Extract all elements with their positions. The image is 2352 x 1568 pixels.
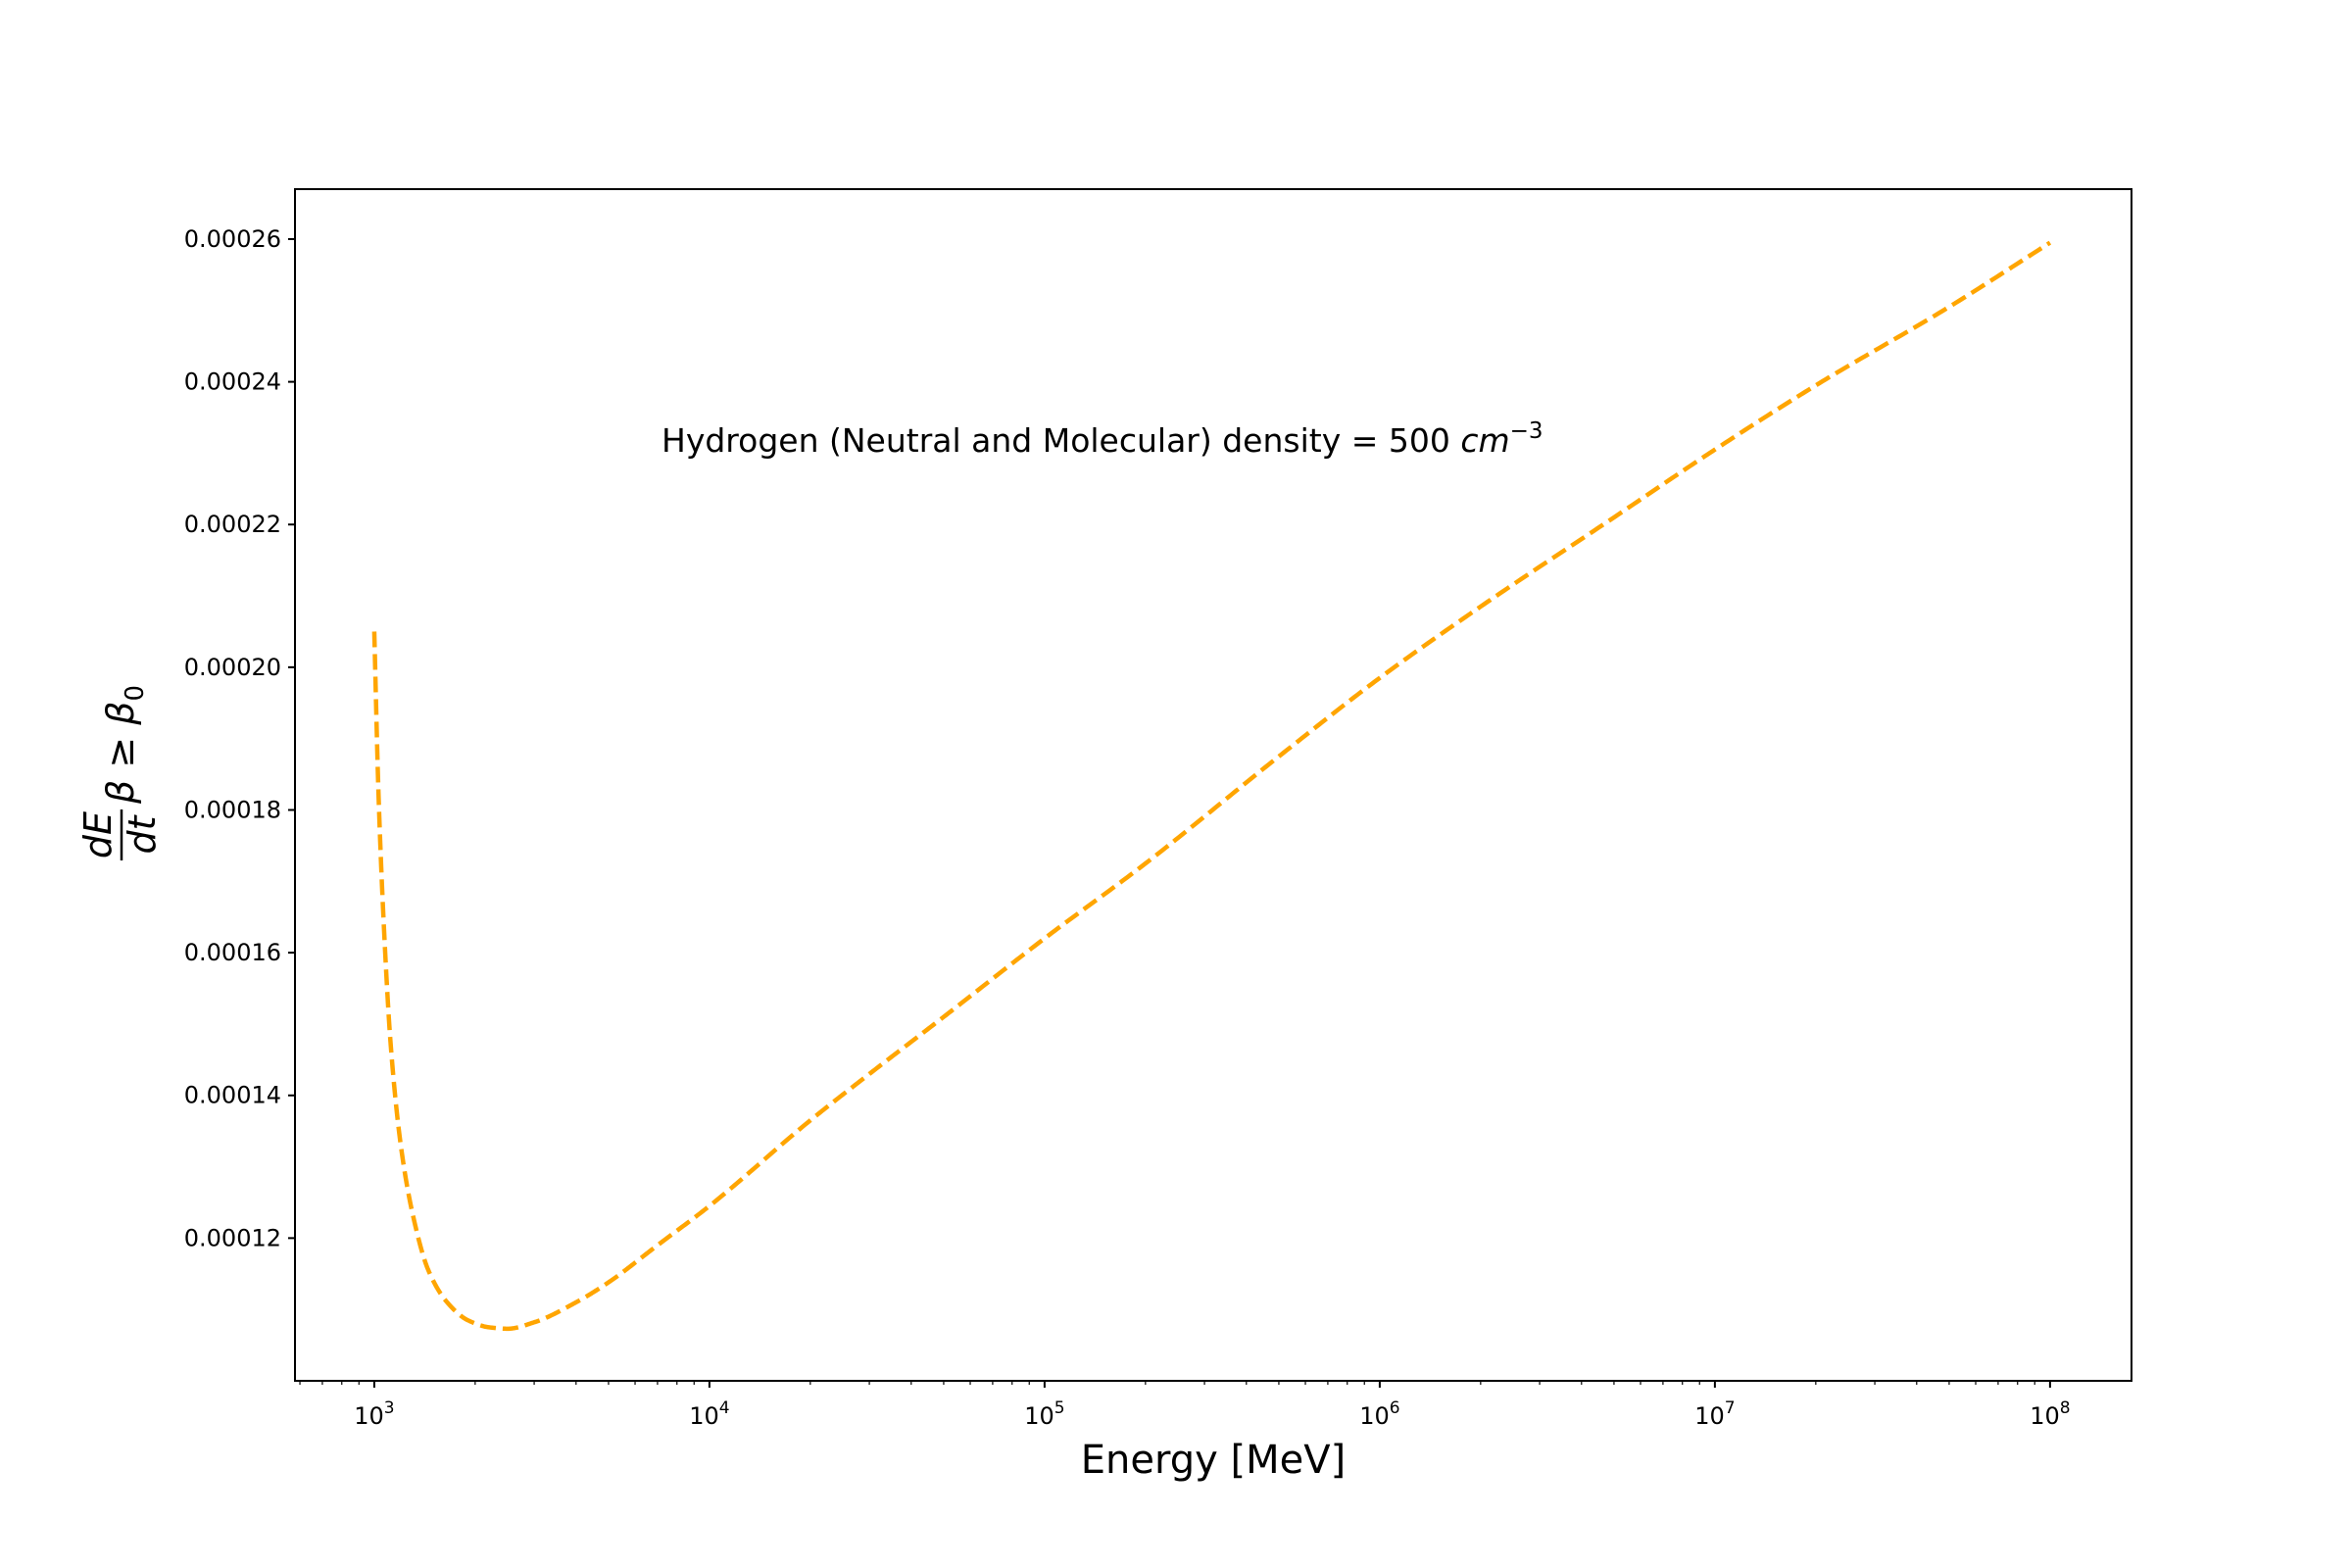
x-axis-label: Energy [MeV] — [1081, 1438, 1346, 1483]
x-tick-label-exp: 8 — [2060, 1398, 2071, 1418]
x-tick-label: 103 — [354, 1398, 394, 1430]
y-axis-ticks: 0.00012 0.00014 0.00016 0.00018 0.00020 0.000… — [184, 225, 295, 1251]
x-tick-label: 107 — [1694, 1398, 1735, 1430]
x-tick-label-base: 10 — [1024, 1402, 1054, 1430]
y-tick-label: 0.00012 — [184, 1224, 281, 1251]
x-axis-ticks: 103 104 105 106 107 108 — [354, 1381, 2071, 1430]
x-tick-label-exp: 7 — [1725, 1398, 1736, 1418]
y-tick-label: 0.00014 — [184, 1082, 281, 1109]
x-tick-label-base: 10 — [689, 1402, 719, 1430]
y-axis-label-suffix-main: β ≥ β — [99, 702, 142, 806]
x-tick-label-exp: 4 — [719, 1398, 730, 1418]
x-tick-label-exp: 6 — [1390, 1398, 1400, 1418]
annotation: Hydrogen (Neutral and Molecular) density… — [662, 418, 1544, 460]
y-tick-label: 0.00020 — [184, 654, 281, 681]
x-tick-label-base: 10 — [1359, 1402, 1390, 1430]
y-axis-label-suffix: β ≥ β0 — [99, 685, 150, 805]
plot-frame — [294, 188, 2132, 1382]
y-tick-label: 0.00022 — [184, 511, 281, 538]
x-tick-label-base: 10 — [2030, 1402, 2060, 1430]
x-tick-label-base: 10 — [354, 1402, 384, 1430]
annotation-text: Hydrogen (Neutral and Molecular) density… — [662, 421, 1460, 460]
x-axis-minor-ticks — [299, 1381, 2035, 1385]
y-axis-label-suffix-sub: 0 — [121, 685, 150, 702]
plot-area — [295, 189, 2132, 1381]
y-tick-label: 0.00016 — [184, 939, 281, 966]
x-tick-label: 108 — [2030, 1398, 2070, 1430]
x-tick-label: 106 — [1359, 1398, 1399, 1430]
series-group — [371, 240, 2052, 1332]
y-tick-label: 0.00024 — [184, 368, 281, 396]
y-tick-label: 0.00026 — [184, 225, 281, 253]
series-line — [371, 240, 2052, 1332]
annotation-unit-exp: −3 — [1510, 418, 1544, 444]
y-tick-label: 0.00018 — [184, 796, 281, 823]
x-tick-label-exp: 3 — [384, 1398, 395, 1418]
y-axis-label: dE dt β ≥ β0 — [76, 685, 164, 860]
x-tick-label: 105 — [1024, 1398, 1064, 1430]
y-axis-label-numerator: dE — [76, 811, 120, 858]
annotation-unit: cm — [1460, 421, 1509, 460]
x-tick-label: 104 — [689, 1398, 729, 1430]
x-tick-label-base: 10 — [1694, 1402, 1725, 1430]
x-tick-label-exp: 5 — [1054, 1398, 1065, 1418]
y-axis-label-denominator: dt — [121, 813, 164, 854]
